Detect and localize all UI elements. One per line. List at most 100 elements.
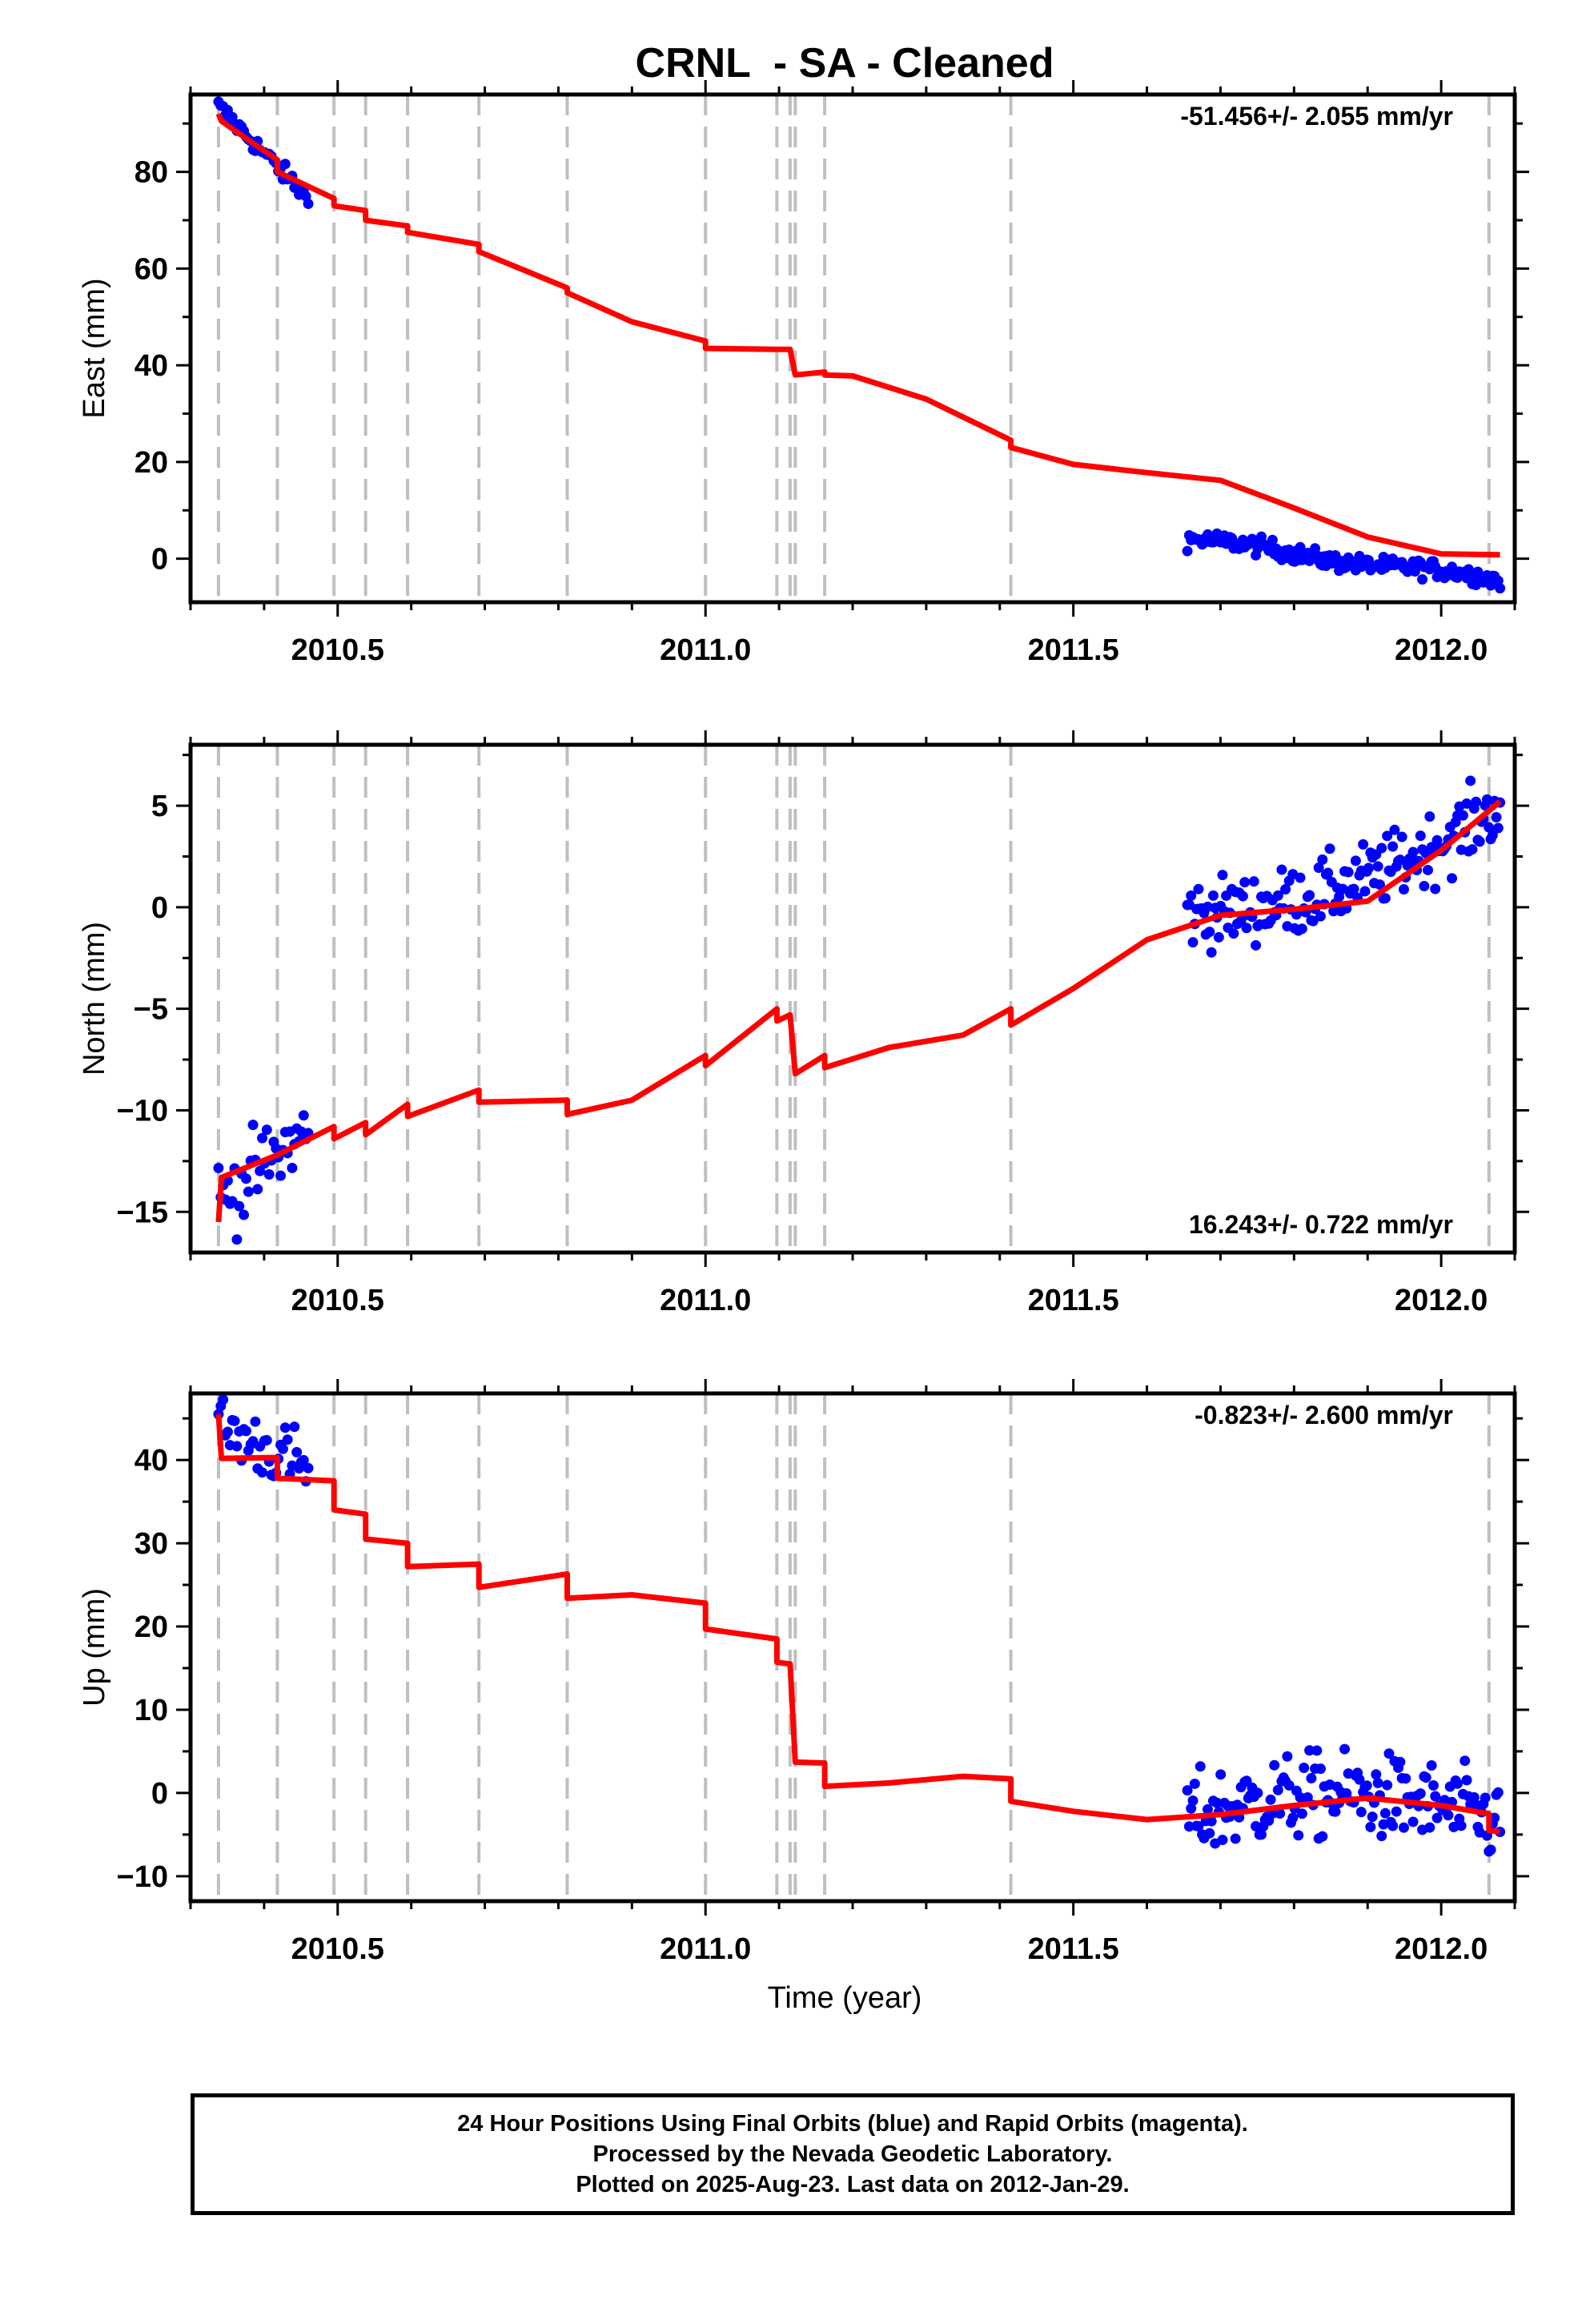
data-point — [1467, 844, 1478, 855]
y-tick-label: 0 — [151, 891, 168, 925]
x-tick-label: 2010.5 — [291, 633, 384, 667]
data-point — [1456, 1820, 1467, 1831]
data-point — [1230, 1833, 1241, 1844]
x-tick-label: 2012.0 — [1395, 1284, 1488, 1317]
data-point — [1323, 867, 1334, 879]
data-point — [1251, 939, 1262, 951]
data-point — [1363, 862, 1375, 874]
data-point — [1387, 1820, 1399, 1831]
data-point — [1372, 861, 1383, 872]
data-point — [1407, 1816, 1419, 1827]
data-point — [1419, 881, 1430, 892]
data-point — [255, 1165, 266, 1176]
data-point — [1339, 1743, 1351, 1755]
data-point — [1235, 915, 1247, 927]
data-point — [1269, 1759, 1280, 1771]
data-point — [240, 1425, 251, 1437]
plot-frame-north — [188, 742, 1517, 1255]
x-tick-label: 2010.5 — [291, 1932, 384, 1966]
data-point — [1217, 1834, 1228, 1845]
data-point — [1293, 1830, 1304, 1841]
data-point — [1282, 1751, 1293, 1762]
data-point — [1186, 890, 1197, 901]
data-point — [1417, 573, 1428, 585]
data-point — [1311, 1745, 1323, 1756]
data-point — [1415, 1788, 1426, 1799]
y-axis-title-up: Up (mm) — [78, 1588, 111, 1707]
data-point — [1195, 1761, 1206, 1772]
data-point — [1343, 866, 1354, 878]
data-point — [1204, 927, 1215, 938]
data-point — [222, 1426, 233, 1437]
data-point — [1213, 931, 1224, 943]
panel-north: 2010.5 2011.0 2011.5 2012.0 −15 −10 −5 0 5 North … — [78, 730, 1529, 1317]
data-point — [218, 1394, 229, 1405]
data-point — [1183, 1821, 1195, 1832]
model-fit-line-up — [215, 1413, 1501, 1835]
data-point — [1480, 1792, 1491, 1803]
data-point — [1295, 872, 1306, 883]
data-point — [1313, 862, 1324, 874]
data-point — [1334, 891, 1345, 903]
data-point — [1187, 937, 1199, 948]
data-point — [1215, 1769, 1227, 1780]
data-point — [275, 1170, 287, 1181]
data-point — [1193, 1821, 1204, 1832]
rate-annotation-north: 16.243+/- 0.722 mm/yr — [1189, 1210, 1453, 1239]
data-point — [1203, 1803, 1214, 1815]
data-point — [1265, 1794, 1276, 1805]
data-point — [1443, 1810, 1454, 1821]
data-point — [1239, 877, 1251, 888]
data-point — [1371, 1769, 1382, 1780]
data-point — [1491, 812, 1502, 823]
data-point — [1272, 1784, 1283, 1795]
footer-line-plotted: Plotted on 2025-Aug-23. Last data on 201… — [576, 2172, 1130, 2197]
data-point — [1471, 796, 1482, 807]
data-point — [1359, 886, 1371, 897]
data-point — [1193, 883, 1204, 895]
data-point — [1495, 583, 1506, 594]
data-point — [1372, 1777, 1383, 1788]
data-point — [1382, 830, 1393, 842]
x-tick-label: 2011.0 — [660, 1284, 751, 1317]
data-point — [1396, 831, 1407, 842]
data-point — [1420, 1772, 1431, 1783]
step-lines-north — [216, 745, 1491, 1252]
data-point — [277, 1443, 288, 1454]
data-point — [1306, 1773, 1317, 1784]
data-points-up — [213, 1394, 1506, 1857]
data-point — [1206, 1815, 1217, 1827]
data-point — [303, 1462, 314, 1474]
data-point — [1365, 1821, 1376, 1832]
data-point — [1187, 1795, 1199, 1806]
data-point — [1391, 1806, 1402, 1817]
data-point — [1237, 891, 1248, 902]
data-point — [1302, 1791, 1313, 1803]
data-point — [252, 1184, 263, 1195]
data-point — [1241, 923, 1252, 934]
data-point — [1424, 811, 1435, 822]
data-point — [1251, 1820, 1262, 1831]
data-point — [1317, 1831, 1328, 1842]
data-point — [1256, 1829, 1267, 1840]
data-point — [1315, 911, 1326, 922]
data-point — [1307, 915, 1319, 927]
data-point — [1248, 876, 1259, 887]
data-point — [1398, 883, 1409, 895]
data-point — [1424, 1822, 1435, 1833]
data-point — [1461, 1775, 1472, 1786]
data-point — [1447, 873, 1458, 884]
data-point — [1492, 822, 1504, 834]
data-point — [1379, 1807, 1391, 1819]
data-point — [1287, 1812, 1299, 1823]
y-tick-label: −5 — [134, 993, 168, 1027]
data-point — [1252, 1787, 1263, 1799]
y-tick-label: 80 — [135, 156, 168, 190]
data-point — [1354, 1774, 1365, 1785]
y-tick-label: 5 — [151, 790, 168, 823]
panels-group: 2010.5 2011.0 2011.5 2012.0 0 20 40 60 80 East (m… — [78, 80, 1529, 1966]
data-point — [1186, 1803, 1197, 1814]
data-point — [1350, 855, 1361, 866]
y-tick-label: 0 — [151, 1777, 168, 1811]
